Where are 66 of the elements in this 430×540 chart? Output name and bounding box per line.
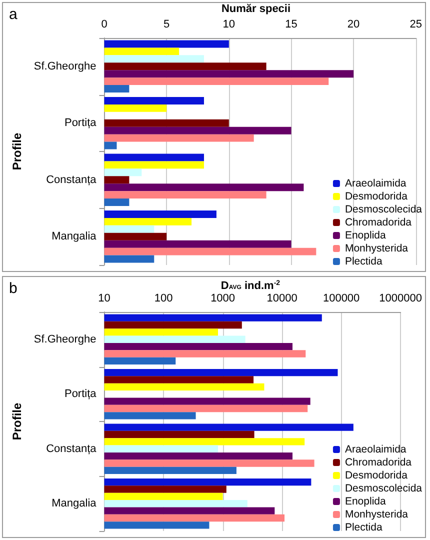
x-tick-label: 15 bbox=[285, 18, 298, 30]
bar bbox=[104, 232, 167, 240]
legend-label: Desmodorida bbox=[344, 190, 408, 202]
x-axis-title: Număr specii bbox=[220, 3, 292, 15]
legend-label: Desmoscolecida bbox=[344, 482, 422, 494]
bar bbox=[104, 161, 204, 169]
bar bbox=[104, 78, 329, 86]
bar bbox=[104, 62, 266, 70]
legend-label: Chromadorida bbox=[344, 456, 412, 468]
bar bbox=[104, 85, 130, 92]
legend-label: Plectida bbox=[344, 522, 382, 534]
bar bbox=[104, 198, 130, 206]
legend-label: Araeolaimida bbox=[344, 444, 406, 456]
bar bbox=[104, 134, 254, 142]
x-tick-label: 1000 bbox=[210, 292, 236, 304]
bar bbox=[104, 48, 180, 56]
legend-label: Plectida bbox=[344, 256, 382, 268]
bar bbox=[104, 225, 154, 233]
bar bbox=[104, 248, 316, 256]
bar bbox=[104, 210, 216, 218]
y-tick-label: Sf.Gheorghe bbox=[34, 60, 96, 72]
bar bbox=[104, 176, 130, 184]
y-tick-label: Constanța bbox=[46, 442, 98, 455]
bar bbox=[104, 255, 154, 263]
y-axis-title: Profile bbox=[10, 402, 24, 440]
x-tick-label: 10000 bbox=[266, 292, 298, 304]
legend-label: Desmodorida bbox=[344, 470, 408, 482]
legend-label: Chromadorida bbox=[344, 216, 412, 228]
bar bbox=[104, 142, 117, 150]
y-axis-title: Profile bbox=[10, 132, 24, 170]
y-tick-label: Portița bbox=[64, 117, 98, 130]
bar bbox=[104, 184, 304, 192]
y-tick-label: Sf.Gheorghe bbox=[34, 333, 96, 346]
bar bbox=[104, 55, 204, 63]
chart-title: b bbox=[9, 280, 18, 297]
bar bbox=[104, 154, 204, 162]
x-tick-label: 10 bbox=[98, 292, 110, 304]
y-tick-label: Portița bbox=[64, 388, 98, 400]
bar bbox=[104, 218, 192, 226]
legend-label: Enoplida bbox=[344, 230, 386, 242]
bar bbox=[104, 240, 292, 248]
bar bbox=[104, 40, 229, 48]
bar bbox=[104, 168, 142, 176]
bar bbox=[104, 97, 204, 104]
legend-label: Enoplida bbox=[344, 496, 386, 508]
x-tick-label: 100 bbox=[154, 292, 173, 304]
x-tick-label: 25 bbox=[410, 18, 422, 30]
bar bbox=[104, 191, 266, 199]
x-tick-label: 20 bbox=[347, 18, 360, 30]
x-tick-label: 10 bbox=[222, 18, 236, 30]
x-tick-label: 0 bbox=[101, 18, 108, 30]
x-tick-label: 1000000 bbox=[379, 292, 422, 304]
y-tick-label: Constanța bbox=[46, 174, 98, 186]
bar bbox=[104, 104, 167, 112]
x-tick-label: 5 bbox=[164, 18, 170, 30]
legend-label: Monhysterida bbox=[344, 242, 408, 254]
legend-label: Monhysterida bbox=[344, 508, 408, 520]
chart-title: a bbox=[9, 6, 18, 23]
x-tick-label: 100000 bbox=[322, 292, 360, 304]
legend-label: Desmoscolecida bbox=[344, 204, 422, 216]
y-tick-label: Mangalia bbox=[52, 498, 98, 510]
y-tick-label: Mangalia bbox=[52, 230, 98, 243]
bar bbox=[104, 126, 292, 134]
legend-label: Araeolaimida bbox=[344, 178, 406, 190]
bar bbox=[104, 119, 229, 127]
bar bbox=[104, 70, 354, 78]
